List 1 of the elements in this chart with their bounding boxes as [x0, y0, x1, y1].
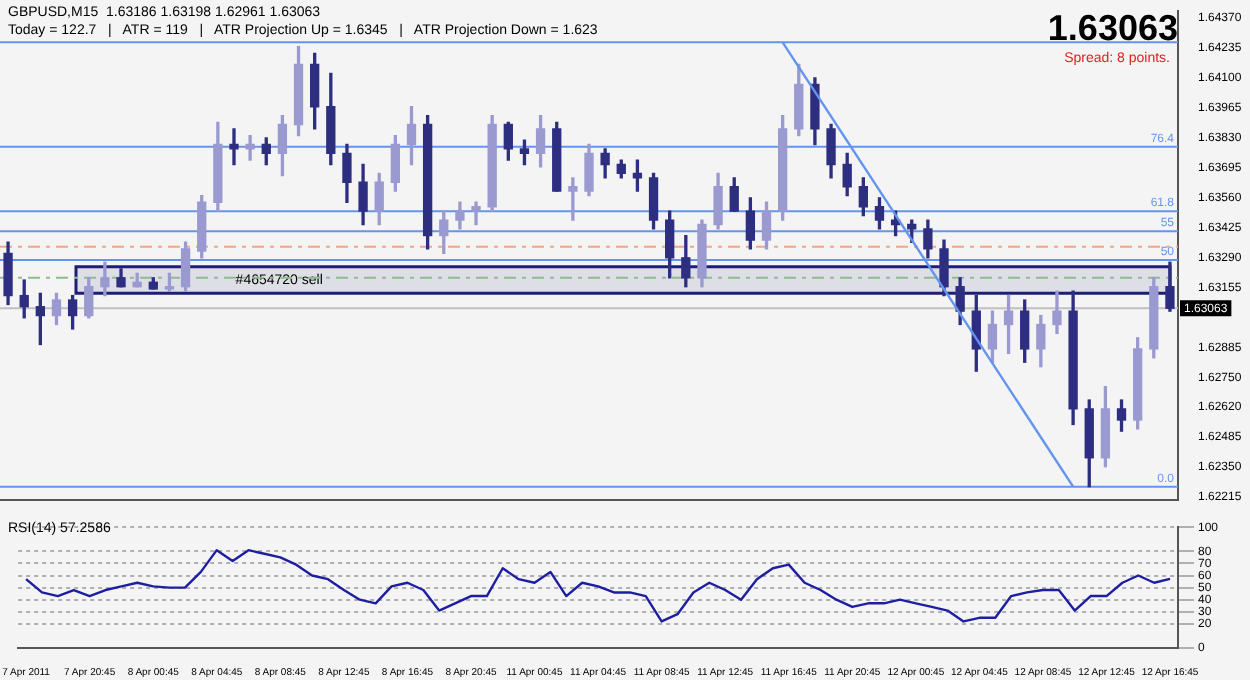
annotation: 1.63063	[1047, 8, 1178, 50]
